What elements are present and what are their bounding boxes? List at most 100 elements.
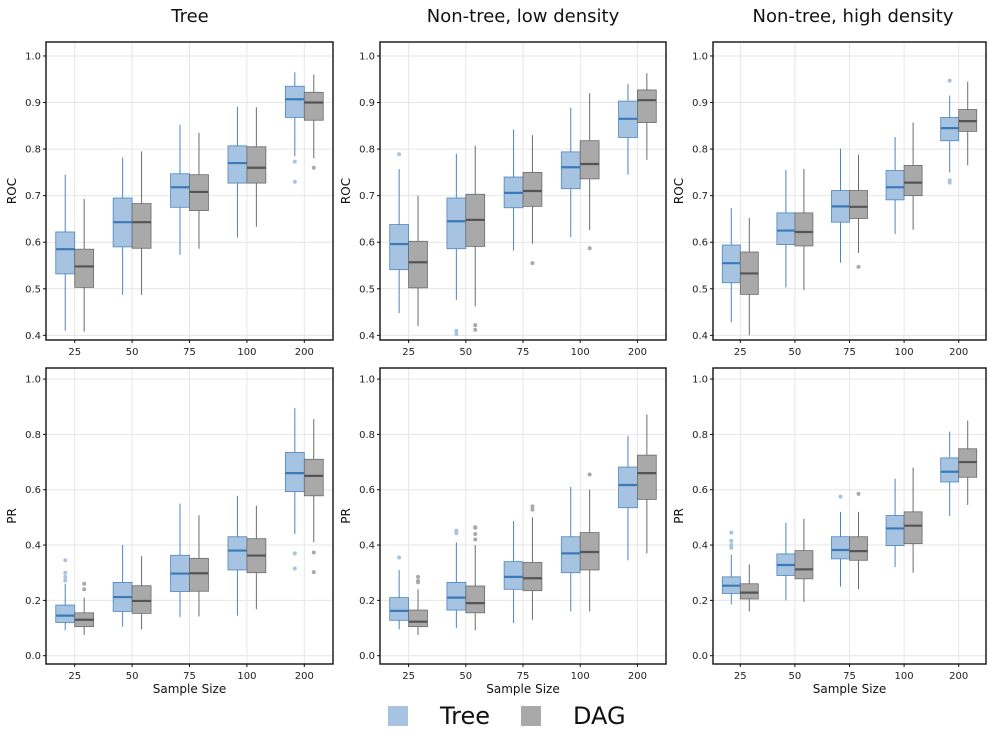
x-tick-label-1: 50 (459, 671, 472, 682)
box-tree-50 (776, 170, 796, 288)
box-tree-50 (112, 157, 133, 295)
outlier-point-0 (473, 323, 478, 328)
box-dag-50 (131, 151, 152, 295)
box-body (776, 212, 796, 245)
box-dag-100 (246, 107, 267, 227)
y-tick-label-4: 0.8 (692, 145, 708, 156)
y-tick-label-5: 0.9 (359, 98, 375, 109)
box-body (189, 557, 209, 592)
column-title-0: Tree (170, 6, 209, 27)
column-titles: Tree Non-tree, low density Non-tree, high … (170, 6, 954, 27)
box-body (560, 151, 581, 190)
box-tree-100 (227, 495, 248, 616)
outlier-point-0 (530, 504, 535, 509)
outlier-point-0 (530, 261, 535, 266)
box-body (170, 173, 190, 208)
outlier-point-0 (454, 328, 459, 333)
outlier-point-0 (292, 551, 297, 556)
box-dag-200 (303, 74, 324, 170)
panel-pr-2: 0.0 0.2 0.4 0.6 0.8 1.0 25 50 75 100 200 PR Sample S… (672, 367, 987, 696)
box-body (560, 536, 581, 574)
box-tree-25 (55, 174, 76, 331)
box-dag-25 (74, 198, 95, 332)
outlier-point-1 (473, 327, 478, 332)
box-tree-100 (560, 486, 581, 612)
y-tick-label-3: 0.6 (692, 485, 708, 496)
y-tick-label-2: 0.6 (692, 238, 708, 249)
outlier-point-2 (416, 580, 421, 585)
box-body (55, 604, 76, 623)
y-tick-label-2: 0.6 (359, 238, 375, 249)
x-axis-label: Sample Size (813, 682, 886, 696)
y-tick-label-6: 1.0 (692, 51, 708, 62)
y-tick-label-1: 0.2 (25, 596, 41, 607)
box-dag-25 (408, 574, 428, 635)
y-tick-label-0: 0.0 (692, 651, 708, 662)
x-tick-label-4: 200 (295, 671, 314, 682)
box-tree-50 (776, 522, 796, 601)
box-tree-25 (55, 558, 76, 631)
y-axis-label: ROC (5, 178, 19, 204)
x-tick-label-2: 75 (183, 671, 196, 682)
box-body (522, 562, 543, 592)
column-title-2: Non-tree, high density (753, 6, 954, 27)
x-tick-label-0: 25 (734, 671, 747, 682)
box-body (940, 457, 960, 483)
outlier-point-2 (473, 531, 478, 536)
y-tick-label-1: 0.2 (359, 596, 375, 607)
y-tick-label-0: 0.0 (359, 651, 375, 662)
legend-label-dag: DAG (573, 702, 626, 730)
x-tick-label-3: 100 (895, 671, 914, 682)
outlier-point-0 (587, 472, 592, 477)
y-tick-label-3: 0.7 (692, 191, 708, 202)
outlier-point-0 (856, 264, 861, 269)
box-dag-200 (303, 419, 324, 575)
x-tick-label-4: 200 (628, 671, 647, 682)
x-tick-label-0: 25 (402, 347, 415, 358)
outlier-point-1 (311, 570, 316, 575)
outlier-point-0 (311, 550, 316, 555)
y-tick-label-5: 0.9 (692, 98, 708, 109)
box-body (885, 515, 905, 546)
box-body (408, 609, 428, 628)
outlier-point-0 (838, 494, 843, 499)
box-tree-75 (831, 494, 850, 587)
y-tick-label-4: 0.8 (692, 430, 708, 441)
box-body (446, 197, 467, 250)
y-tick-label-0: 0.0 (25, 651, 41, 662)
x-tick-label-4: 200 (949, 671, 968, 682)
x-tick-label-4: 200 (295, 347, 314, 358)
outlier-point-0 (397, 555, 402, 560)
box-tree-50 (112, 545, 133, 627)
x-tick-label-4: 200 (628, 347, 647, 358)
y-tick-label-1: 0.5 (359, 284, 375, 295)
x-tick-label-3: 100 (237, 347, 256, 358)
x-tick-label-2: 75 (183, 347, 196, 358)
outlier-point-1 (292, 179, 297, 184)
outlier-point-0 (416, 574, 421, 579)
outlier-point-0 (292, 159, 297, 164)
panel-pr-0: 0.0 0.2 0.4 0.6 0.8 1.0 25 50 75 100 200 PR Sample S… (5, 367, 334, 696)
box-tree-25 (721, 530, 741, 605)
x-tick-label-3: 100 (895, 347, 914, 358)
box-dag-200 (637, 414, 657, 554)
box-body (849, 536, 868, 561)
outlier-point-3 (473, 537, 478, 542)
box-dag-50 (794, 169, 814, 291)
box-tree-200 (618, 435, 638, 561)
box-body (831, 536, 850, 560)
x-tick-label-1: 50 (789, 347, 802, 358)
box-dag-100 (579, 472, 600, 612)
box-dag-25 (408, 195, 428, 327)
box-dag-100 (579, 93, 600, 251)
box-tree-200 (940, 78, 960, 185)
box-body (465, 585, 486, 614)
y-axis-label: PR (672, 508, 686, 524)
outlier-point-1 (82, 587, 87, 592)
outlier-point-0 (856, 491, 861, 496)
box-dag-75 (189, 515, 209, 617)
y-tick-label-4: 0.8 (25, 430, 41, 441)
box-dag-100 (903, 467, 923, 573)
outlier-point-0 (947, 78, 952, 83)
panel-grid: 0.40.50.60.70.80.91.025 50 75 100 200ROC0.40… (5, 41, 987, 696)
